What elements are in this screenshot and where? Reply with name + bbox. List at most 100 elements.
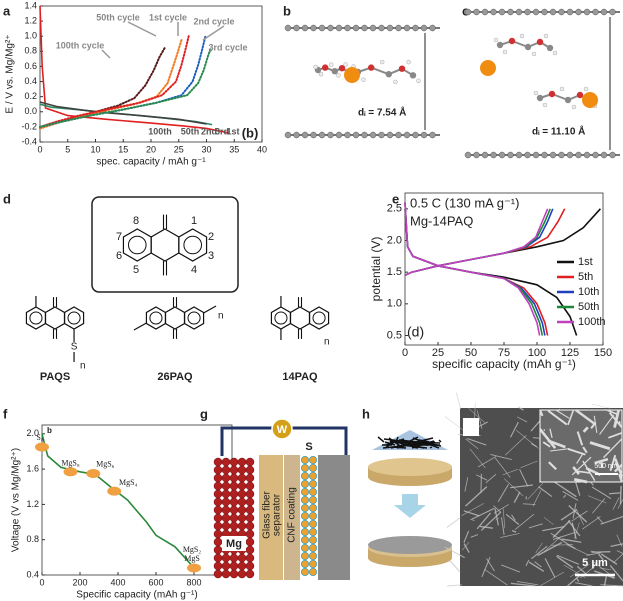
annotation: 50th xyxy=(181,126,200,136)
mg-atom xyxy=(245,553,255,563)
mg-atom xyxy=(213,529,223,539)
fiber xyxy=(522,503,536,505)
fiber xyxy=(476,512,492,530)
fiber xyxy=(532,490,542,507)
carbon-atom xyxy=(327,131,334,139)
fiber xyxy=(567,409,575,426)
mg-atom xyxy=(245,481,255,491)
fiber xyxy=(444,416,467,433)
data-line xyxy=(39,5,229,134)
carbon-atom xyxy=(609,8,616,16)
carbon-atom xyxy=(481,8,489,16)
mg-atom xyxy=(229,473,239,483)
fiber xyxy=(608,431,623,439)
carbon-atom xyxy=(524,151,531,159)
carbon-atom xyxy=(335,131,343,139)
fiber xyxy=(511,514,516,521)
fiber xyxy=(598,553,604,561)
fiber xyxy=(582,446,588,454)
current-collector xyxy=(318,455,350,580)
fiber xyxy=(456,392,462,410)
fiber xyxy=(606,409,618,416)
y-tick-label: 0.0 xyxy=(24,106,37,116)
fiber xyxy=(504,435,527,456)
fiber xyxy=(619,485,622,505)
mg-atom xyxy=(229,561,239,571)
fiber xyxy=(567,574,581,587)
fiber xyxy=(481,556,491,578)
legend-label: 5th xyxy=(578,271,593,283)
coating xyxy=(284,455,300,580)
carbon-atom xyxy=(301,24,309,32)
carbon-atom xyxy=(498,8,506,16)
annotation-arrow xyxy=(127,21,157,37)
carbon-atom xyxy=(344,24,351,32)
carbon-atom xyxy=(498,151,506,159)
process-arrow xyxy=(394,494,426,518)
fiber xyxy=(567,520,581,537)
atom-number: 3 xyxy=(208,250,214,262)
x-tick-label: 400 xyxy=(110,577,125,587)
fiber xyxy=(493,505,502,513)
s-particle xyxy=(300,552,309,561)
annotation: 3rd xyxy=(215,126,229,136)
h-atom xyxy=(336,73,341,78)
panel-label: a xyxy=(3,3,11,18)
fiber xyxy=(566,544,590,556)
atom xyxy=(496,41,504,49)
carbon-atom xyxy=(378,131,385,139)
fiber xyxy=(613,553,623,564)
y-tick-label: 0.8 xyxy=(26,534,39,544)
h-atom xyxy=(343,62,348,67)
h-atom xyxy=(519,33,525,39)
fiber xyxy=(575,470,591,474)
fiber xyxy=(560,509,578,521)
atom-number: 1 xyxy=(191,215,197,227)
carbon-atom xyxy=(541,151,548,159)
x-tick-label: 200 xyxy=(72,577,87,587)
fiber xyxy=(543,517,554,525)
carbon-atom xyxy=(335,24,343,32)
ring xyxy=(44,306,66,330)
carbon-atom xyxy=(549,8,557,16)
y-tick-label: 1.6 xyxy=(26,463,39,473)
carbon-atom xyxy=(361,131,368,139)
fiber xyxy=(509,421,519,438)
fiber xyxy=(550,448,570,452)
mg-ion xyxy=(582,92,598,108)
mg-atom xyxy=(221,489,231,499)
carbon-atom xyxy=(490,8,497,16)
mg-atom xyxy=(245,561,255,571)
fiber xyxy=(539,571,564,587)
mg-atom xyxy=(213,473,223,483)
atom xyxy=(398,65,406,72)
s-particle xyxy=(308,536,317,545)
x-tick-label: 600 xyxy=(148,577,163,587)
h-atom xyxy=(502,49,508,55)
h-atom xyxy=(406,59,411,65)
repeat-unit: n xyxy=(324,337,330,348)
panel-label: b xyxy=(283,3,291,18)
fiber xyxy=(613,463,623,473)
mg-atom xyxy=(213,481,223,491)
mg-atom xyxy=(229,489,239,499)
atom xyxy=(409,72,417,79)
x-tick-label: 150 xyxy=(594,347,612,359)
fiber xyxy=(449,559,461,573)
fiber xyxy=(463,543,470,553)
y-axis-label: E / V vs. Mg/Mg²⁺ xyxy=(5,34,16,113)
substituent: S xyxy=(71,342,78,353)
fiber xyxy=(556,554,580,565)
carbon-atom xyxy=(583,8,591,16)
h-atom xyxy=(543,33,549,39)
carbon-atom xyxy=(464,151,472,159)
point-label: MgS₂ xyxy=(183,545,202,554)
atom xyxy=(508,37,516,45)
mg-atom xyxy=(213,569,223,579)
fiber xyxy=(377,436,385,443)
carbon-atom xyxy=(464,8,472,16)
scale-label: 5 μm xyxy=(582,557,608,569)
panel-label: d xyxy=(3,191,11,206)
fiber xyxy=(407,436,419,443)
